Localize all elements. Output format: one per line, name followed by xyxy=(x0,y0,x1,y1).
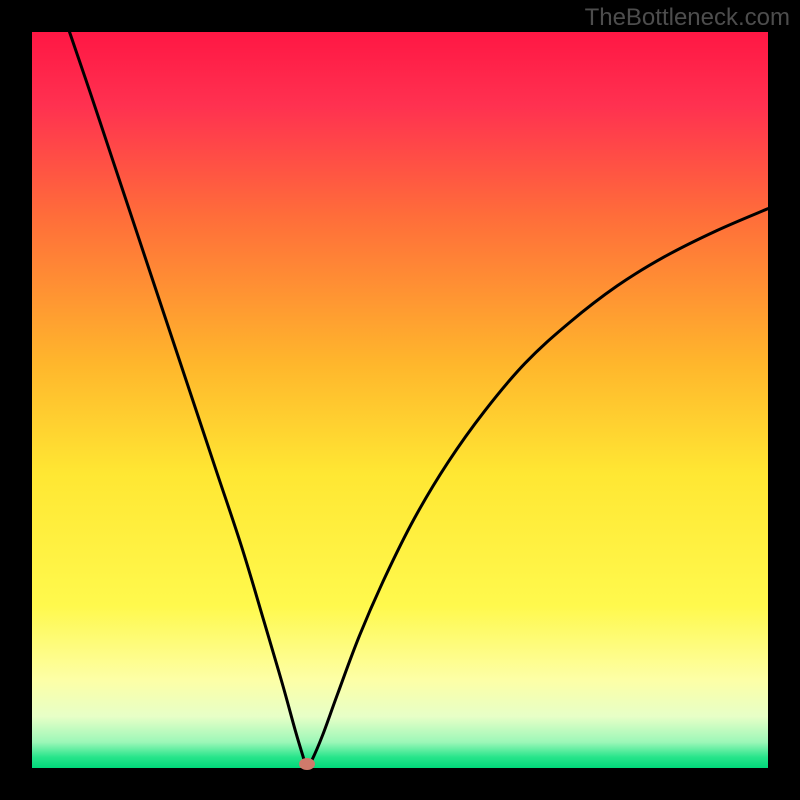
minimum-marker xyxy=(299,758,315,770)
chart-container: TheBottleneck.com xyxy=(0,0,800,800)
watermark-text: TheBottleneck.com xyxy=(585,4,790,32)
bottleneck-curve xyxy=(70,32,768,768)
gradient-background xyxy=(32,32,768,768)
curve-svg-layer xyxy=(0,0,800,800)
